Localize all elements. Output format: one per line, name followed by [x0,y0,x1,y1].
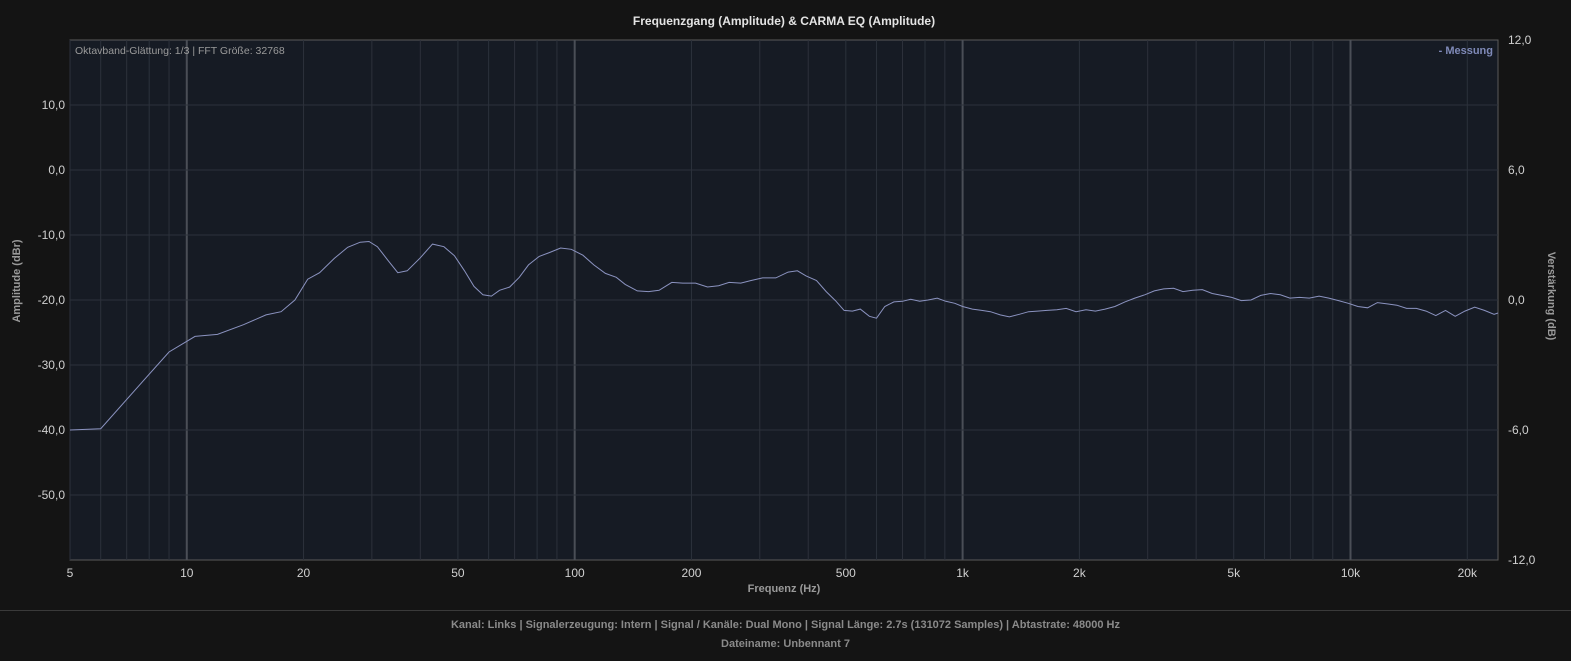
x-tick-label: 10k [1341,566,1361,580]
chart-title: Frequenzgang (Amplitude) & CARMA EQ (Amp… [633,14,935,28]
y-tick-label: -40,0 [38,423,66,437]
y2-tick-label: -12,0 [1508,553,1536,567]
x-tick-label: 2k [1073,566,1087,580]
y2-axis-label: Verstärkung (dB) [1545,252,1557,341]
legend-entry-messung[interactable]: - Messung [1439,45,1493,57]
x-tick-label: 5 [67,566,74,580]
y2-tick-label: 0,0 [1508,293,1525,307]
series-line-messung [69,240,1499,431]
y2-tick-label: 12,0 [1508,33,1532,47]
x-tick-label: 500 [836,566,856,580]
x-tick-label: 1k [956,566,970,580]
y-tick-label: 10,0 [42,98,66,112]
footer-filename: Dateiname: Unbennant 7 [721,638,850,650]
y-tick-label: -20,0 [38,293,66,307]
y2-tick-label: 6,0 [1508,163,1525,177]
x-axis-label: Frequenz (Hz) [748,583,821,595]
frequency-response-chart: 5 10 20 50 100 200 500 1k 2k 5k 10k 20k 10,0 0,0 -10,0… [11,14,1557,595]
y-tick-label: -30,0 [38,358,66,372]
footer-divider [0,610,1571,611]
grid-lines [69,40,1498,560]
y-axis-label: Amplitude (dBr) [11,239,23,322]
x-tick-label: 5k [1227,566,1241,580]
axis-ticks: 5 10 20 50 100 200 500 1k 2k 5k 10k 20k 10,0 0,0 -10,0… [38,33,1536,580]
x-tick-label: 100 [565,566,585,580]
y-tick-label: -10,0 [38,228,66,242]
footer-signal-info: Kanal: Links | Signalerzeugung: Intern |… [450,619,1120,631]
x-tick-label: 20k [1458,566,1478,580]
x-tick-label: 200 [681,566,701,580]
y-tick-label: -50,0 [38,488,66,502]
y-tick-label: 0,0 [48,163,65,177]
x-tick-label: 50 [451,566,465,580]
y2-tick-label: -6,0 [1508,423,1529,437]
chart-subtitle: Oktavband-Glättung: 1/3 | FFT Größe: 327… [75,45,285,57]
x-tick-label: 20 [297,566,311,580]
x-tick-label: 10 [180,566,194,580]
